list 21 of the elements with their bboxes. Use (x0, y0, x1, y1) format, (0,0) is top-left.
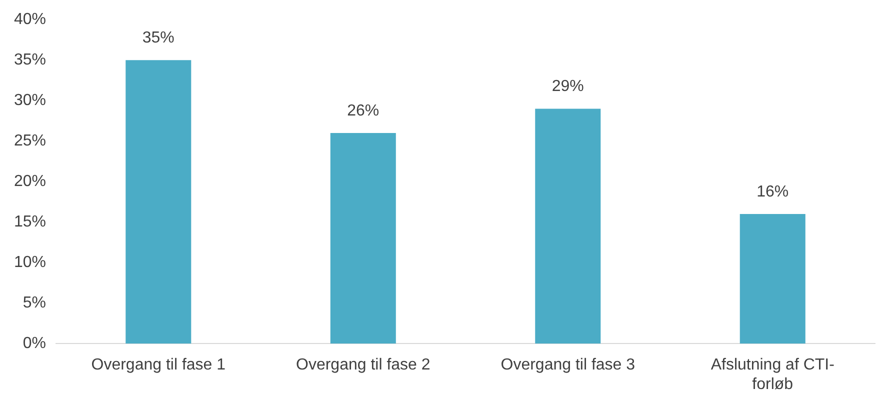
y-tick-label: 5% (22, 294, 46, 312)
x-tick-label: Overgang til fase 1 (91, 356, 226, 374)
x-tick-label: Afslutning af CTI-forløb (710, 356, 834, 393)
y-tick-label: 30% (14, 92, 46, 110)
x-tick-label: Overgang til fase 3 (500, 356, 636, 374)
bar (535, 108, 601, 344)
data-label: 35% (142, 30, 174, 47)
bar (126, 60, 192, 344)
bar (330, 133, 396, 344)
y-tick-label: 20% (14, 173, 46, 190)
bar (740, 214, 806, 344)
y-tick-label: 10% (14, 254, 46, 272)
data-label: 26% (347, 102, 380, 120)
y-tick-label: 25% (14, 132, 46, 150)
y-tick-label: 15% (14, 214, 46, 231)
y-tick-label: 0% (22, 335, 46, 352)
y-tick-label: 35% (14, 52, 46, 69)
data-label: 29% (552, 78, 584, 96)
data-label: 16% (756, 183, 789, 200)
x-tick-label: Overgang til fase 2 (296, 356, 430, 374)
y-tick-label: 40% (14, 11, 46, 28)
